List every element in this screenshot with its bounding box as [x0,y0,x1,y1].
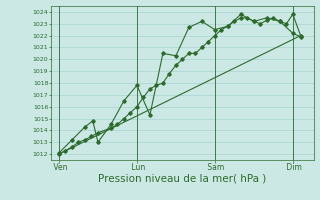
X-axis label: Pression niveau de la mer( hPa ): Pression niveau de la mer( hPa ) [98,174,267,184]
